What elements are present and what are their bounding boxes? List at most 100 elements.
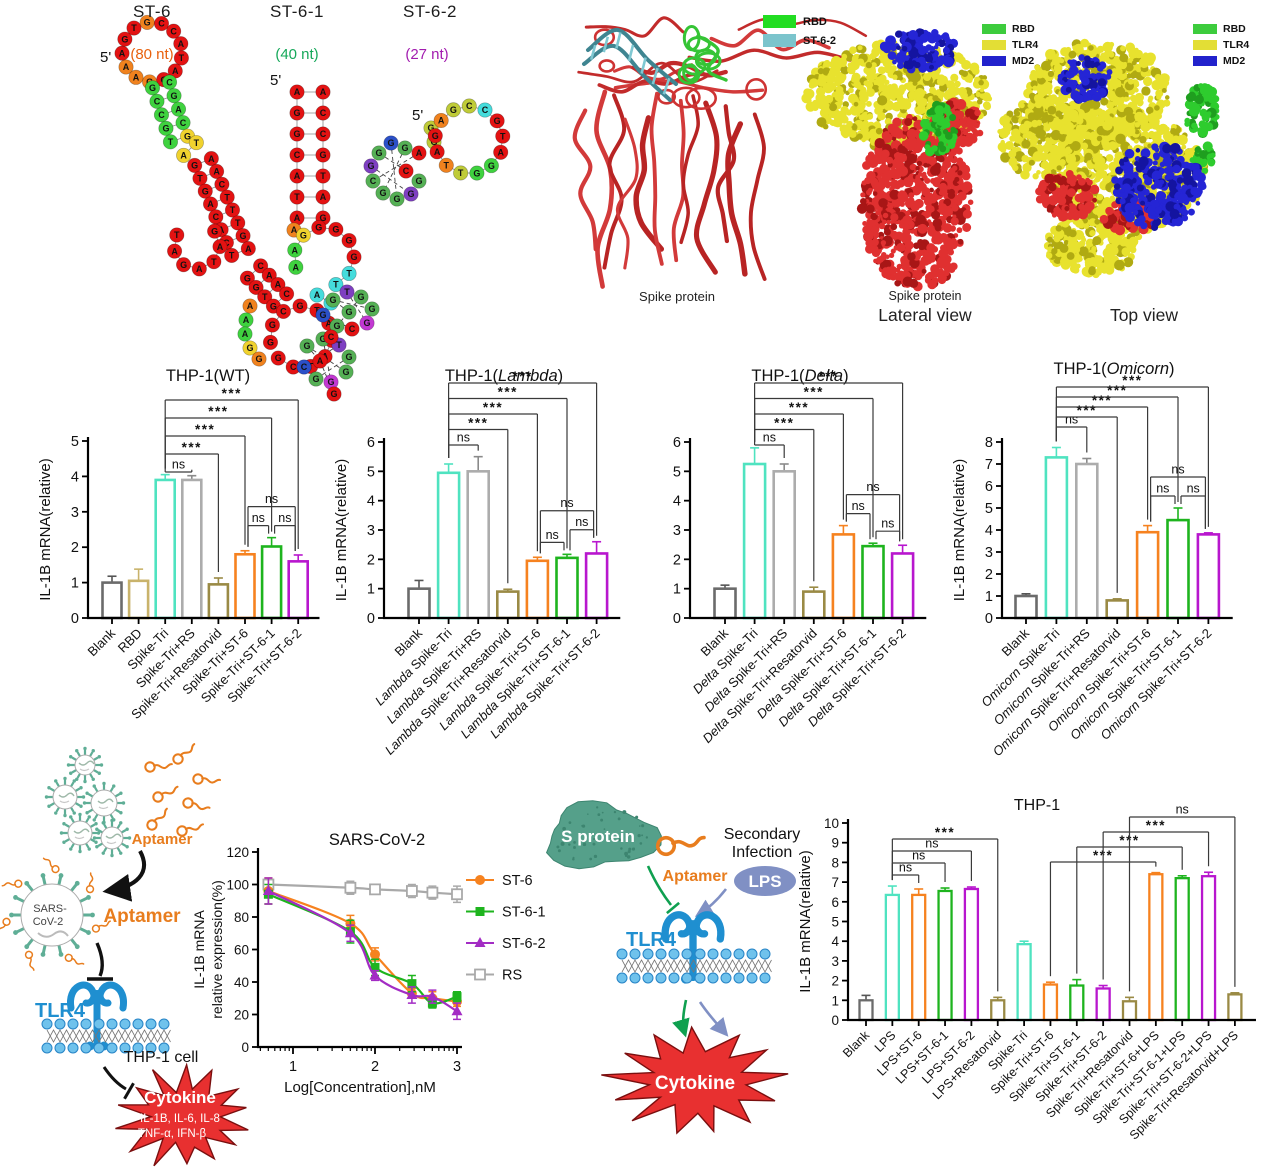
nucleotide-letter: G (333, 321, 340, 331)
nucleotide-letter: G (494, 116, 501, 126)
nucleotide-bead (339, 284, 355, 300)
cell-membrane (41, 1018, 171, 1054)
y-tick-label: 6 (673, 435, 681, 451)
spike-ribbon-panel (572, 16, 868, 289)
bar (496, 590, 520, 620)
nucleotide-letter: A (196, 264, 203, 274)
chart-title: SARS-CoV-2 (329, 831, 425, 849)
cytokine-label: Cytokine (655, 1073, 735, 1094)
nucleotide-bead (433, 112, 449, 129)
nucleotide-bead (237, 326, 253, 342)
bar (1148, 873, 1164, 1022)
nucleotide-bead (197, 183, 213, 199)
nucleotide-bead (128, 69, 144, 85)
virus-label: SARS- (33, 903, 67, 915)
significance-label: *** (789, 400, 809, 415)
data-point (407, 979, 417, 989)
nucleotide-letter: G (367, 161, 374, 171)
y-tick-label: 0 (831, 1013, 839, 1028)
nucleotide-bead (489, 113, 505, 129)
ribbon-strand (696, 34, 728, 82)
nucleotide-bead (214, 176, 230, 192)
bar (1121, 1000, 1138, 1022)
nucleotide-letter: G (121, 34, 128, 44)
ribbon-loop (745, 77, 768, 101)
nucleotide-letter: A (317, 356, 324, 366)
nucleotide-bead (309, 287, 325, 303)
bar (154, 478, 176, 620)
significance-label: *** (804, 385, 824, 400)
nucleotide-letter: G (244, 273, 251, 283)
nucleotide-letter: G (319, 150, 326, 160)
data-point (344, 881, 357, 894)
data-point (475, 907, 485, 916)
y-tick-label: 0 (71, 611, 79, 627)
y-tick-label: 3 (71, 505, 79, 521)
nucleotide-bead (153, 15, 170, 32)
nucleotide-bead (353, 289, 369, 305)
ribbon-strand (615, 117, 639, 270)
nucleotide-bead (251, 351, 267, 367)
significance-label: ns (925, 837, 938, 851)
surface-views-panel (801, 28, 1220, 292)
aptamer-icon (655, 835, 706, 857)
nucleotide-letter: G (346, 236, 353, 246)
nucleotide-letter: T (500, 131, 506, 141)
data-point (406, 989, 418, 999)
nucleotide-letter: A (208, 154, 215, 164)
aptamer-icon (146, 807, 168, 831)
nucleotide-bead (292, 298, 308, 314)
nucleotide-letter: G (357, 292, 364, 302)
nucleotide-letter: A (243, 315, 250, 325)
nucleotide-bead (346, 249, 362, 265)
nucleotide-letter: A (175, 104, 182, 114)
legend-label: RBD (803, 15, 827, 28)
nucleotide-letter: A (266, 270, 273, 280)
bar (1196, 533, 1221, 620)
y-tick-label: 1 (367, 582, 375, 598)
nucleotide-letter: A (416, 148, 423, 158)
nucleotide-bead (114, 45, 130, 61)
nucleotide-bead (315, 168, 331, 184)
nucleotide-bead (176, 257, 192, 273)
nucleotide-letter: C (158, 19, 165, 29)
nucleotide-bead (169, 227, 185, 243)
nucleotide-letter: G (202, 186, 209, 196)
nucleotide-bead (341, 349, 357, 365)
lps-bubble (734, 866, 796, 896)
nucleotide-bead (289, 168, 305, 184)
data-point (426, 886, 439, 899)
significance-label: ns (252, 511, 265, 525)
nucleotide-bead (153, 107, 170, 123)
nucleotide-bead (411, 145, 427, 161)
y-tick-label: 0 (367, 611, 375, 627)
ribbon-loop (598, 59, 616, 73)
nucleotide-bead (167, 243, 183, 259)
ribbon-strand (572, 108, 598, 252)
aptamer-icon (0, 917, 11, 937)
significance-label: ns (912, 849, 925, 863)
line-chart-sars-cov-2: SARS-CoV-2 0 20 40 60 80 100 120 1 2 3 Log[Concentr… (191, 831, 546, 1096)
y-tick-label: 80 (234, 910, 249, 925)
nucleotide-bead (429, 144, 445, 160)
nucleotide-bead (483, 158, 499, 174)
nucleotide-letter: A (294, 213, 301, 223)
significance-label: ns (457, 431, 470, 445)
nucleotide-bead (323, 329, 339, 345)
y-axis-label: relative expression(%) (209, 880, 225, 1019)
nucleotide-letter: T (333, 280, 339, 290)
nucleotide-letter: T (294, 192, 300, 202)
nucleotide-letter: G (330, 389, 337, 399)
significance-label: *** (222, 386, 242, 401)
bar (1166, 518, 1190, 620)
bar (287, 560, 310, 620)
nucleotide-letter: G (350, 252, 357, 262)
legend-label: ST-6-2 (803, 34, 837, 47)
data-point (451, 1005, 463, 1016)
nucleotide-letter: G (293, 129, 300, 139)
y-tick-label: 5 (831, 915, 839, 930)
nucleotide-bead (242, 340, 258, 356)
cell-label: THP-1 cell (124, 1049, 199, 1066)
aptamer-icon (85, 872, 95, 894)
